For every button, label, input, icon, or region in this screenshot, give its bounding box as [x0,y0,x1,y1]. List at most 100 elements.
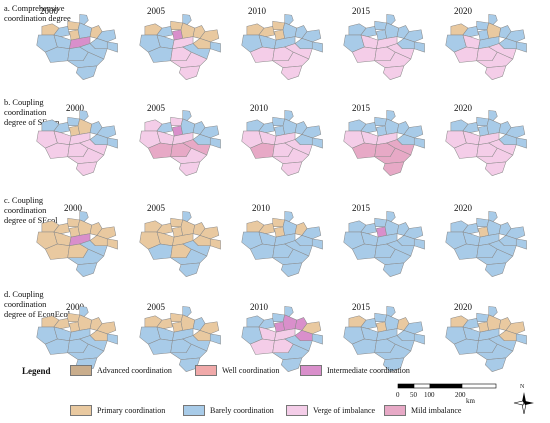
map-region [384,314,400,331]
map-region [282,219,298,236]
legend-swatch [384,404,406,416]
map-region [484,262,507,277]
map-region [382,65,405,80]
map-region [79,211,89,222]
province-map [343,14,425,80]
map-region [156,26,173,37]
map-region [75,161,98,176]
map-region [486,314,502,331]
row-label-b: b. Coupling coordination degree of SEcon [4,98,59,128]
map-region [180,22,196,39]
map-region [488,211,498,222]
map-region [272,312,286,323]
map-region [386,211,396,222]
map-region [486,22,502,39]
province-map [445,211,527,277]
legend-item-advanced: Advanced coordination [70,364,172,376]
map-region [360,223,377,234]
row-label-d: d. Coupling coordination degree of EconE… [4,290,70,320]
scale-unit: km [466,397,475,405]
map-region [486,219,502,236]
map-region [53,122,70,133]
legend-swatch [195,364,217,376]
map-region [180,219,196,236]
scale-label: 0 [396,391,400,399]
map-region [79,110,89,121]
map-region [413,333,425,345]
legend-label: Intermediate coordination [327,365,410,375]
map-region [199,226,220,240]
map-region [284,110,294,121]
year-label: 2010 [248,6,266,16]
map-region [280,262,303,277]
map-region [53,223,70,234]
map-region [77,219,93,236]
map-region [301,125,322,139]
map-region [284,211,294,222]
north-arrow-icon: N [512,384,536,416]
map-region [156,223,173,234]
map-region [182,110,192,121]
scale-label: 100 [424,391,435,399]
map-region [272,116,286,127]
map-region [280,357,303,372]
map-region [284,14,294,25]
map-region [182,14,192,25]
map-region [301,29,322,43]
map-region [413,41,425,53]
map-region [462,318,479,329]
map-region [170,20,184,31]
scale-label: 200 [455,391,466,399]
province-map [445,110,527,176]
map-region [301,321,322,335]
map-region [209,238,221,250]
map-region [484,161,507,176]
year-label: 2005 [147,103,165,113]
map-region [209,137,221,149]
row-label-line: d. Coupling [4,290,44,299]
province-map [241,14,323,80]
province-map [36,110,118,176]
legend-swatch [286,404,308,416]
map-region [382,262,405,277]
map-region [384,118,400,135]
map-region [382,357,405,372]
map-region [156,122,173,133]
map-region [488,110,498,121]
map-region [484,357,507,372]
map-region [311,238,323,250]
row-label-line: c. Coupling [4,196,44,205]
map-region [386,110,396,121]
map-region [96,125,117,139]
map-region [462,223,479,234]
map-region [488,306,498,317]
year-label: 2015 [352,203,370,213]
row-label-line: coordination [4,108,47,117]
map-region [180,314,196,331]
legend-title: Legend [22,366,51,376]
map-region [476,312,490,323]
map-region [272,217,286,228]
map-region [280,65,303,80]
legend-item-primary: Primary coordination [70,404,165,416]
map-region [77,22,93,39]
map-region [53,318,70,329]
province-map [343,306,425,372]
province-map [343,110,425,176]
province-map [139,14,221,80]
map-region [67,116,81,127]
map-region [272,20,286,31]
map-region [360,26,377,37]
map-region [67,217,81,228]
legend-swatch [300,364,322,376]
year-label: 2020 [454,203,472,213]
map-region [79,14,89,25]
map-region [382,161,405,176]
map-region [360,318,377,329]
row-label-line: coordination [4,300,47,309]
legend-label: Barely coordination [210,405,274,415]
map-region [301,226,322,240]
map-region [360,122,377,133]
map-region [282,118,298,135]
map-region [180,118,196,135]
